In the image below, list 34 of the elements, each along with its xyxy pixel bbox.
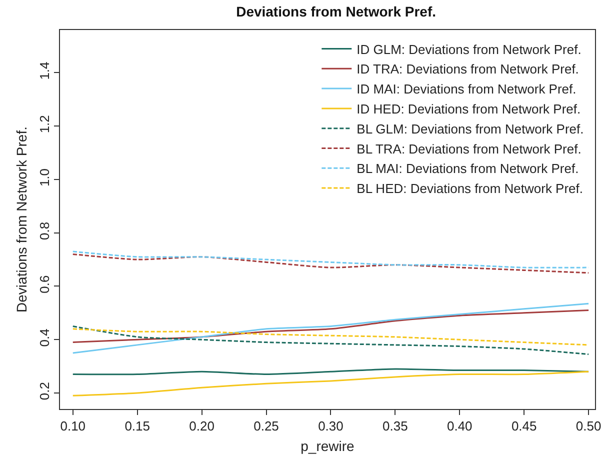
- legend-label: BL GLM: Deviations from Network Pref.: [356, 121, 584, 136]
- x-tick-label: 0.20: [189, 418, 214, 434]
- line-series: [72, 370, 590, 396]
- x-axis-title: p_rewire: [300, 438, 355, 454]
- line-series: [72, 326, 590, 356]
- x-tick-label: 0.40: [446, 418, 472, 434]
- x-tick-label: 0.25: [254, 418, 279, 434]
- chart-title: Deviations from Network Pref.: [236, 4, 436, 20]
- x-tick-label: 0.10: [60, 418, 86, 434]
- y-tick-label: 0.8: [36, 222, 52, 240]
- y-tick-label: 0.2: [36, 382, 52, 400]
- legend-label: ID HED: Deviations from Network Pref.: [356, 102, 581, 117]
- y-tick-label: 1.2: [36, 115, 52, 134]
- line-series: [72, 328, 590, 346]
- x-tick-label: 0.50: [576, 418, 602, 434]
- y-tick-label: 1.0: [36, 168, 52, 187]
- y-axis-title: Deviations from Network Pref.: [13, 126, 30, 312]
- y-tick-label: 1.4: [36, 62, 52, 80]
- legend-label: ID MAI: Deviations from Network Pref.: [356, 82, 576, 97]
- x-tick-label: 0.45: [511, 418, 537, 434]
- x-tick-label: 0.35: [382, 418, 408, 434]
- legend-label: ID GLM: Deviations from Network Pref.: [356, 42, 582, 57]
- line-series: [72, 250, 590, 268]
- y-tick-label: 0.4: [36, 328, 52, 347]
- legend-label: BL MAI: Deviations from Network Pref.: [356, 161, 579, 176]
- x-tick-label: 0.30: [318, 418, 344, 434]
- legend-label: BL HED: Deviations from Network Pref.: [356, 181, 584, 196]
- line-series: [72, 302, 590, 354]
- legend-label: BL TRA: Deviations from Network Pref.: [356, 141, 582, 156]
- y-tick-label: 0.6: [36, 275, 52, 294]
- x-tick-label: 0.15: [124, 418, 150, 434]
- legend-label: ID TRA: Deviations from Network Pref.: [356, 62, 579, 77]
- line-series: [72, 310, 590, 344]
- line-series: [72, 253, 590, 274]
